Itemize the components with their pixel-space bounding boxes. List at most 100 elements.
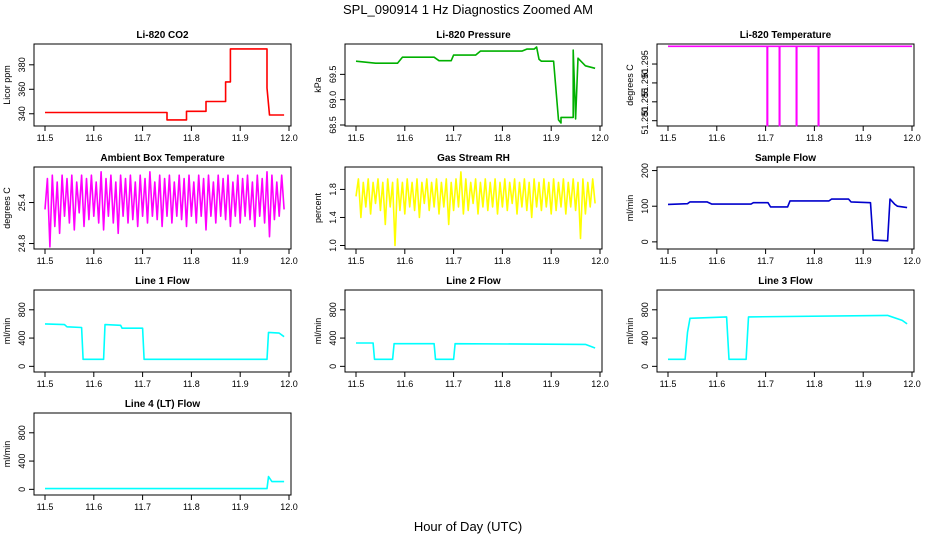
panel-title: Sample Flow — [755, 153, 816, 164]
panel-grid: Li-820 CO2 Licor ppm 11.5 11.6 11.7 11.8 11.9 1… — [2, 30, 921, 512]
x-tick-label: 11.6 — [396, 256, 413, 266]
y-tick-label: 200 — [640, 163, 650, 178]
x-tick-label: 11.8 — [183, 502, 200, 512]
x-tick-label: 11.6 — [85, 133, 102, 143]
x-tick-label: 11.5 — [660, 379, 677, 389]
y-tick-label: 400 — [17, 331, 27, 346]
x-tick-label: 12.0 — [903, 133, 921, 143]
plot-frame — [344, 166, 603, 250]
series-line — [356, 342, 596, 361]
x-tick-label: 11.9 — [855, 379, 872, 389]
x-tick-label: 11.7 — [445, 379, 462, 389]
x-tick-label: 11.7 — [757, 256, 774, 266]
x-tick-label: 11.5 — [660, 133, 677, 143]
y-tick-label: 360 — [17, 82, 27, 97]
y-tick-label: 25.4 — [17, 194, 27, 212]
x-tick-label: 11.6 — [85, 379, 102, 389]
y-axis-label: ml/min — [625, 195, 635, 222]
x-tick-label: 11.8 — [806, 379, 823, 389]
y-axis-label: Licor ppm — [2, 65, 12, 105]
panel-title: Li-820 CO2 — [136, 30, 189, 41]
plot-frame — [33, 289, 292, 373]
x-tick-label: 11.5 — [37, 502, 54, 512]
x-tick-label: 11.6 — [708, 379, 725, 389]
panel-7: Line 1 Flow ml/min 11.5 11.6 11.7 11.8 11.9 12.… — [2, 276, 298, 389]
x-tick-label: 12.0 — [280, 133, 298, 143]
x-tick-label: 12.0 — [591, 256, 609, 266]
y-axis-label: degrees C — [625, 64, 635, 106]
x-tick-label: 11.8 — [494, 379, 511, 389]
y-tick-label: 800 — [640, 302, 650, 317]
panel-8: Line 2 Flow ml/min 11.5 11.6 11.7 11.8 11.9 12.… — [313, 276, 609, 389]
y-axis-label: ml/min — [313, 318, 323, 345]
y-tick-label: 24.8 — [17, 235, 27, 253]
panel-4: Ambient Box Temperature degrees C 11.5 11.6… — [2, 153, 298, 266]
y-tick-label: 1.0 — [328, 239, 338, 252]
x-tick-label: 11.7 — [445, 133, 462, 143]
x-tick-label: 11.5 — [37, 256, 54, 266]
x-tick-label: 11.8 — [806, 133, 823, 143]
plot-frame — [344, 289, 603, 373]
panel-9: Line 3 Flow ml/min 11.5 11.6 11.7 11.8 11.9 12.… — [625, 276, 921, 389]
y-tick-label: 400 — [328, 331, 338, 346]
x-tick-label: 11.8 — [494, 133, 511, 143]
plot-frame — [656, 166, 915, 250]
panel-10: Line 4 (LT) Flow ml/min 11.5 11.6 11.7 11.8 11… — [2, 399, 298, 512]
panel-title: Li-820 Temperature — [740, 30, 832, 41]
x-tick-label: 12.0 — [903, 379, 921, 389]
x-tick-label: 11.9 — [543, 379, 560, 389]
y-axis-label: degrees C — [2, 187, 12, 229]
panel-2: Li-820 Pressure kPa 11.5 11.6 11.7 11.8 11.9 12… — [313, 30, 609, 143]
x-tick-label: 12.0 — [903, 256, 921, 266]
x-tick-label: 11.9 — [232, 133, 249, 143]
x-tick-label: 11.7 — [757, 133, 774, 143]
panel-title: Li-820 Pressure — [436, 30, 511, 41]
x-tick-label: 11.8 — [183, 379, 200, 389]
series-line — [668, 314, 908, 361]
x-tick-label: 12.0 — [280, 502, 298, 512]
x-tick-label: 12.0 — [280, 379, 298, 389]
panel-1: Li-820 CO2 Licor ppm 11.5 11.6 11.7 11.8 11.9 1… — [2, 30, 298, 143]
x-tick-label: 11.5 — [348, 256, 365, 266]
plot-frame — [33, 43, 292, 127]
x-tick-label: 11.9 — [232, 379, 249, 389]
y-axis-label: ml/min — [2, 441, 12, 468]
y-tick-label: 51.285 — [640, 88, 650, 116]
y-tick-label: 1.8 — [328, 183, 338, 196]
x-tick-label: 11.9 — [232, 256, 249, 266]
x-tick-label: 11.7 — [445, 256, 462, 266]
series-line — [355, 46, 596, 124]
x-tick-label: 11.5 — [348, 379, 365, 389]
x-tick-label: 11.5 — [660, 256, 677, 266]
panel-title: Gas Stream RH — [437, 153, 510, 164]
x-tick-label: 11.6 — [396, 379, 413, 389]
plot-frame — [656, 289, 915, 373]
panel-title: Line 4 (LT) Flow — [125, 399, 201, 410]
series-line — [45, 475, 285, 490]
series-line — [667, 198, 908, 242]
plot-frame — [33, 412, 292, 496]
x-tick-label: 11.6 — [85, 502, 102, 512]
y-tick-label: 800 — [17, 425, 27, 440]
y-tick-label: 69.5 — [328, 66, 338, 84]
x-tick-label: 11.7 — [757, 379, 774, 389]
x-tick-label: 11.5 — [348, 133, 365, 143]
y-tick-label: 400 — [17, 454, 27, 469]
x-tick-label: 11.5 — [37, 133, 54, 143]
x-tick-label: 11.8 — [806, 256, 823, 266]
x-tick-label: 11.9 — [543, 256, 560, 266]
panel-title: Line 3 Flow — [758, 276, 813, 287]
x-tick-label: 12.0 — [591, 133, 609, 143]
series-line — [45, 48, 285, 121]
y-tick-label: 0 — [640, 239, 650, 244]
x-tick-label: 11.7 — [134, 133, 151, 143]
series-line — [44, 323, 285, 361]
y-axis-label: ml/min — [2, 318, 12, 345]
y-axis-label: ml/min — [625, 318, 635, 345]
y-tick-label: 51.290 — [640, 69, 650, 97]
y-tick-label: 800 — [328, 302, 338, 317]
plot-frame — [656, 43, 915, 127]
y-tick-label: 0 — [17, 487, 27, 492]
panel-5: Gas Stream RH percent 11.5 11.6 11.7 11.8 11.9… — [313, 153, 609, 266]
